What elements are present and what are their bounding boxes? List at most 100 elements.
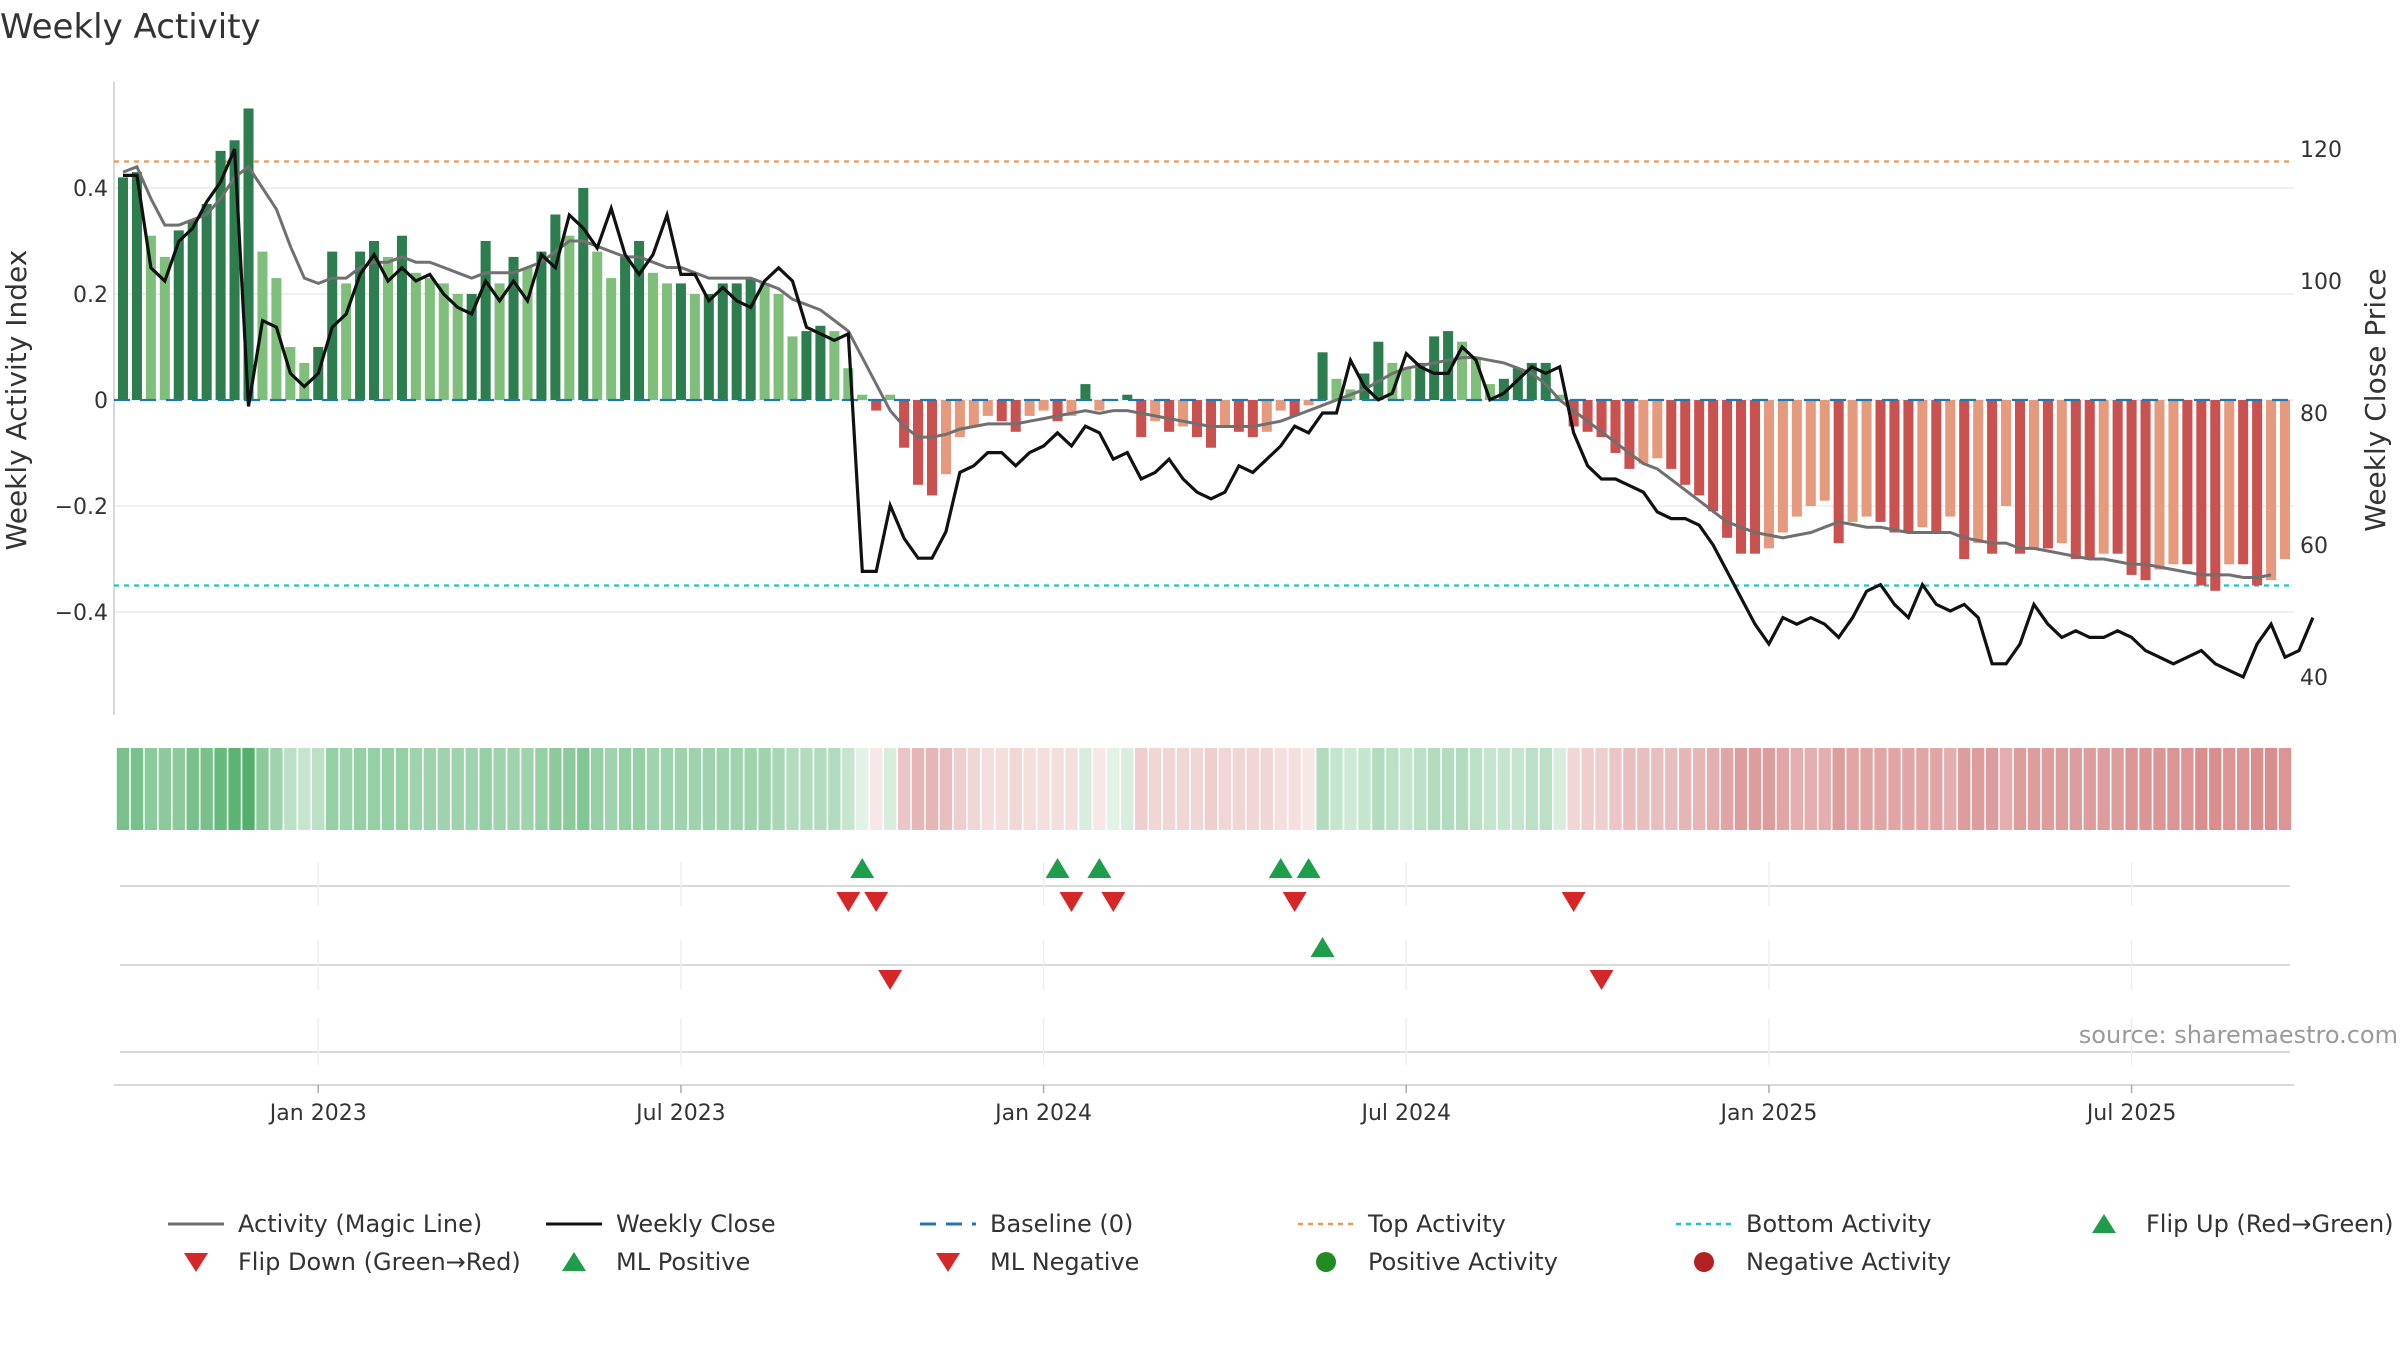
activity-bar <box>2280 400 2291 559</box>
strip-cell <box>563 748 576 830</box>
activity-bar <box>2028 400 2039 549</box>
strip-cell <box>256 748 269 830</box>
activity-bar <box>1987 400 1998 554</box>
strip-cell <box>451 748 464 830</box>
strip-cell <box>1483 748 1497 830</box>
strip-cell <box>1218 748 1232 830</box>
activity-bar <box>452 294 463 400</box>
activity-bar <box>1247 400 1258 438</box>
flip-down-marker <box>836 892 861 912</box>
activity-bar <box>968 400 979 427</box>
activity-bar <box>689 294 700 400</box>
legend-item: Top Activity <box>1298 1210 1506 1238</box>
legend-item: Bottom Activity <box>1676 1210 1931 1238</box>
legend-label: Flip Up (Red→Green) <box>2146 1210 2394 1238</box>
activity-bar <box>382 256 394 400</box>
legend-label: Positive Activity <box>1368 1248 1558 1276</box>
activity-bar <box>1526 362 1537 400</box>
strip-cell <box>995 748 1008 830</box>
strip-cell <box>730 748 743 830</box>
strip-cell <box>1944 748 1957 830</box>
activity-bar <box>1443 331 1454 400</box>
strip-cell <box>632 748 646 830</box>
activity-bar <box>1024 400 1035 416</box>
activity-bar <box>745 278 756 400</box>
strip-cell <box>1595 748 1608 830</box>
activity-bar <box>1275 400 1286 411</box>
activity-bar <box>201 203 212 400</box>
strip-cell <box>395 748 409 830</box>
strip-cell <box>284 748 297 830</box>
activity-bar <box>1052 400 1063 422</box>
magic-line-series <box>122 164 2272 579</box>
strip-cell <box>116 748 130 830</box>
activity-bar <box>675 283 686 400</box>
strip-cell <box>423 748 437 830</box>
x-tick-label: Jan 2025 <box>1718 1101 1817 1126</box>
activity-bar <box>508 256 519 400</box>
strip-cell <box>535 748 548 830</box>
flip-up-marker <box>850 858 875 878</box>
strip-cell <box>270 748 283 830</box>
legend-item: Weekly Close <box>546 1210 776 1238</box>
strip-cell <box>2153 748 2166 830</box>
activity-bar <box>1512 368 1523 400</box>
activity-bar <box>187 219 198 400</box>
strip-cell <box>1023 748 1036 830</box>
main-gridlines <box>114 187 2294 613</box>
activity-bar <box>773 294 784 400</box>
strip-cell <box>1623 748 1636 830</box>
activity-bar <box>550 214 561 400</box>
activity-bar <box>2252 400 2263 586</box>
activity-bar <box>369 241 380 400</box>
strip-cell <box>2111 748 2124 830</box>
activity-bar <box>857 394 868 400</box>
strip-cell <box>367 748 381 830</box>
legend-swatch-red-dot <box>1694 1252 1714 1272</box>
strip-cell <box>674 748 688 830</box>
strip-cell <box>1149 748 1162 830</box>
ml-negative-marker <box>1589 970 1614 990</box>
strip-cell <box>1874 748 1887 830</box>
strip-cell <box>2195 748 2208 830</box>
strip-cell <box>549 748 562 830</box>
strip-cell <box>2209 748 2222 830</box>
strip-cell <box>1121 748 1134 830</box>
strip-cell <box>1902 748 1915 830</box>
activity-bar <box>1945 400 1956 517</box>
activity-bar <box>1122 394 1133 400</box>
activity-bar <box>1610 400 1621 453</box>
source-credit: source: sharemaestro.com <box>2079 1021 2398 1049</box>
activity-bar <box>159 256 170 400</box>
ml-positive-marker <box>1310 937 1335 957</box>
activity-heat-strip <box>116 748 2292 830</box>
activity-bar <box>606 278 617 400</box>
activity-bar <box>145 235 156 400</box>
flip-down-marker <box>1059 892 1084 912</box>
activity-bar <box>1582 400 1593 432</box>
activity-bar <box>2084 400 2095 559</box>
y-axis-ticks: 0.4 0.2 0 −0.2 −0.4 <box>55 177 108 626</box>
activity-bar <box>2210 400 2221 591</box>
activity-bar <box>1080 384 1091 400</box>
activity-bar <box>438 283 449 400</box>
strip-cell <box>1386 748 1399 830</box>
strip-cell <box>521 748 534 830</box>
legend-swatch-down-triangle <box>936 1253 960 1272</box>
activity-bar <box>1554 394 1565 400</box>
strip-cell <box>1804 748 1817 830</box>
strip-cell <box>1567 748 1580 830</box>
activity-bar <box>1233 400 1244 432</box>
activity-bar <box>1457 341 1468 400</box>
legend-label: Top Activity <box>1367 1210 1506 1238</box>
strip-cell <box>186 748 199 830</box>
strip-cell <box>1358 748 1371 830</box>
strip-cell <box>1176 748 1190 830</box>
strip-cell <box>228 748 241 830</box>
strip-cell <box>1665 748 1678 830</box>
activity-bar <box>522 267 533 400</box>
strip-cell <box>1065 748 1078 830</box>
activity-bar <box>1959 400 1970 559</box>
flip-down-marker <box>1101 892 1126 912</box>
